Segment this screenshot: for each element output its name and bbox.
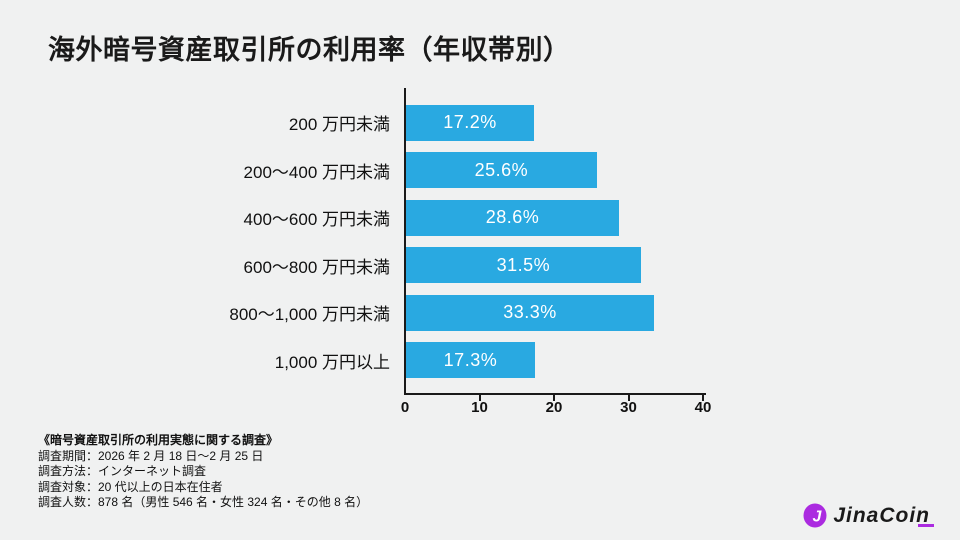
survey-note-line: 調査対象：20 代以上の日本在住者: [38, 479, 223, 494]
bar-rows: 200 万円未満 17.2% 200～400 万円未満 25.6% 400～600 万円…: [0, 99, 706, 384]
jinacoin-icon: J: [803, 503, 827, 528]
x-tick: [478, 395, 481, 401]
y-axis-line: [404, 88, 406, 395]
value-label: 17.2%: [443, 112, 497, 133]
category-label: 400～600 万円未満: [243, 210, 390, 230]
bar: 17.2%: [406, 104, 535, 141]
survey-notes-heading: 《暗号資産取引所の利用実態に関する調査》: [38, 433, 279, 447]
x-tick-label: 40: [694, 399, 712, 416]
bar-track: 17.3%: [398, 342, 706, 379]
jinacoin-wordmark: JinaCoin: [833, 504, 934, 528]
bar-row: 1,000 万円以上 17.3%: [0, 337, 706, 385]
bar-row: 600～800 万円未満 31.5%: [0, 242, 706, 290]
bar-row: 800～1,000 万円未満 33.3%: [0, 289, 706, 337]
survey-note-line: 調査方法：インターネット調査: [38, 464, 207, 479]
survey-note-line: 調査人数：878 名（男性 546 名・女性 324 名・その他 8 名）: [38, 495, 369, 510]
x-tick-label: 10: [471, 399, 488, 416]
survey-notes: 《暗号資産取引所の利用実態に関する調査》 調査期間：2026 年 2 月 18 …: [38, 433, 368, 511]
bar: 25.6%: [406, 152, 597, 189]
value-label: 31.5%: [496, 254, 551, 275]
jinacoin-logo: J JinaCoin: [803, 503, 934, 528]
x-tick: [627, 395, 630, 401]
x-tick-label: 0: [400, 399, 410, 416]
survey-note-line: 調査期間：2026 年 2 月 18 日～2 月 25 日: [38, 448, 264, 463]
category-label: 200～400 万円未満: [243, 162, 390, 182]
value-label: 17.3%: [443, 349, 498, 370]
bar: 33.3%: [406, 294, 655, 331]
svg-text:J: J: [813, 509, 823, 526]
x-tick-label: 30: [620, 399, 637, 416]
x-tick: [702, 395, 704, 401]
survey-notes-lines: 調査期間：2026 年 2 月 18 日～2 月 25 日調査方法：インターネッ…: [38, 449, 368, 511]
bar-row: 200～400 万円未満 25.6%: [0, 147, 706, 195]
bar-track: 28.6%: [398, 199, 706, 236]
category-label: 1,000 万円以上: [274, 352, 390, 372]
x-axis-line: [404, 393, 706, 395]
bar: 17.3%: [406, 342, 535, 379]
bar: 28.6%: [406, 199, 620, 236]
bar-track: 33.3%: [398, 294, 706, 331]
category-label: 800～1,000 万円未満: [229, 305, 390, 325]
x-tick: [553, 395, 555, 401]
value-label: 28.6%: [485, 207, 540, 228]
bar: 31.5%: [406, 247, 641, 284]
bar-track: 17.2%: [398, 104, 706, 141]
value-label: 33.3%: [503, 302, 557, 323]
bar-row: 200 万円未満 17.2%: [0, 99, 706, 147]
category-label: 200 万円未満: [288, 115, 390, 135]
x-tick-label: 20: [545, 399, 563, 416]
value-label: 25.6%: [474, 159, 529, 180]
bar-row: 400～600 万円未満 28.6%: [0, 194, 706, 242]
category-label: 600～800 万円未満: [243, 257, 390, 277]
bar-track: 31.5%: [398, 247, 706, 284]
bar-track: 25.6%: [398, 152, 706, 189]
page-title: 海外暗号資産取引所の利用率（年収帯別）: [48, 35, 571, 65]
